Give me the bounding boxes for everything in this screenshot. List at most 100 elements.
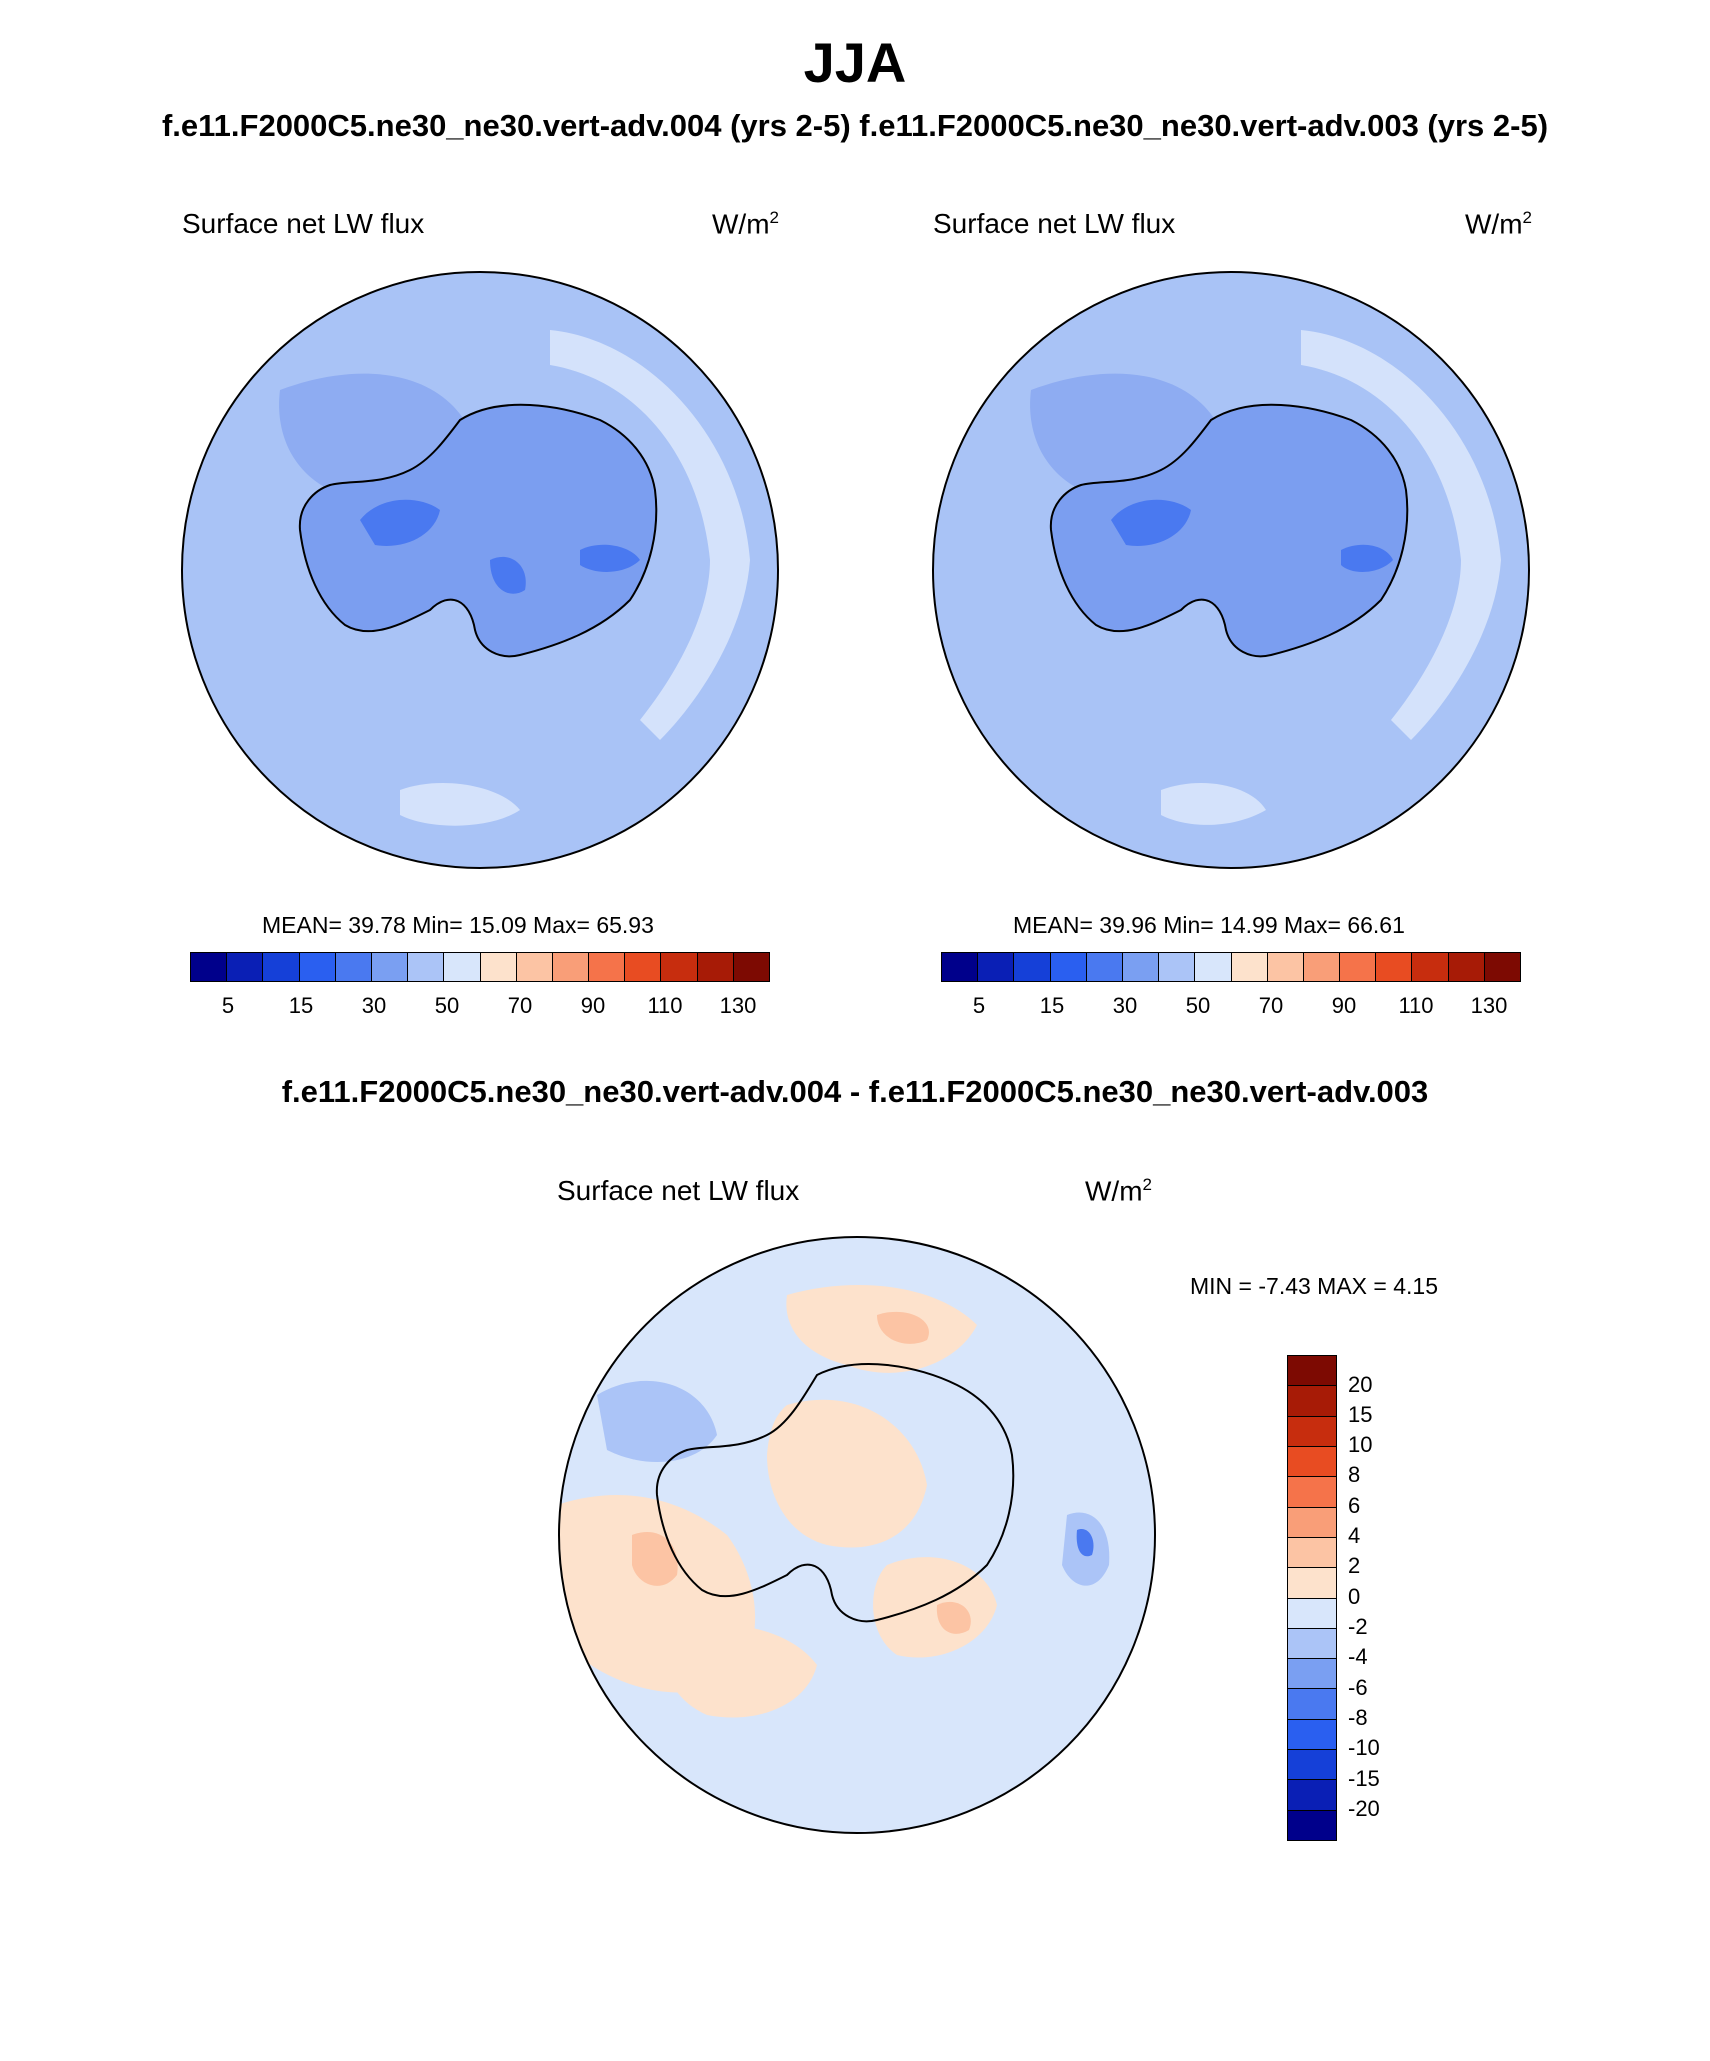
difference-negative-region <box>1076 1529 1094 1557</box>
colorbar-swatch <box>1412 953 1449 981</box>
colorbar-swatch <box>1288 1386 1336 1417</box>
panel2-colorbar-label: 5 <box>972 993 986 1018</box>
panel1-colorbar-label: 15 <box>288 993 314 1018</box>
colorbar-swatch <box>1288 1628 1336 1660</box>
panel2-colorbar-label: 15 <box>1039 993 1065 1018</box>
difference-colorbar-label: -6 <box>1348 1675 1368 1700</box>
panel1-dark-region <box>490 556 526 594</box>
colorbar-swatch <box>408 953 445 981</box>
colorbar-swatch <box>227 953 264 981</box>
panel2-light-patch <box>1161 782 1266 825</box>
colorbar-swatch <box>1288 1507 1336 1538</box>
panel1-colorbar-label: 30 <box>361 993 387 1018</box>
panel2-antarctica <box>1049 403 1409 658</box>
figure-subtitle: f.e11.F2000C5.ne30_ne30.vert-adv.004 (yr… <box>161 108 1549 143</box>
panel2-light-band <box>1301 330 1501 740</box>
panel2-colorbar-label: 130 <box>1470 993 1508 1018</box>
panel1-dark-region <box>580 544 640 572</box>
colorbar-swatch <box>1288 1689 1336 1720</box>
panel1-polar-map <box>181 271 779 869</box>
difference-antarctica <box>655 1363 1015 1623</box>
panel1-colorbar-label: 50 <box>434 993 460 1018</box>
panel2-dark-region <box>1341 544 1393 572</box>
colorbar-swatch <box>371 953 409 981</box>
difference-colorbar-label: 20 <box>1348 1372 1373 1397</box>
panel1-light-patch <box>400 782 520 826</box>
colorbar-swatch <box>1288 1659 1336 1690</box>
colorbar-swatch <box>335 953 372 981</box>
panel1-colorbar-label: 70 <box>507 993 533 1018</box>
difference-colorbar-label: 6 <box>1348 1493 1361 1518</box>
panel2-stats: MEAN= 39.96 Min= 14.99 Max= 66.61 <box>1013 912 1405 938</box>
difference-colorbar-label: -20 <box>1348 1796 1380 1821</box>
panel2-colorbar-label: 110 <box>1398 993 1434 1018</box>
colorbar-swatch <box>1288 1750 1336 1781</box>
colorbar-swatch <box>1288 1416 1336 1447</box>
colorbar-swatch <box>1159 953 1196 981</box>
colorbar-swatch <box>1267 953 1304 981</box>
colorbar-swatch <box>1448 953 1485 981</box>
difference-colorbar-label: -10 <box>1348 1735 1380 1760</box>
panel2-colorbar-label: 90 <box>1331 993 1357 1018</box>
panel1-colorbar-label: 110 <box>647 993 683 1018</box>
difference-stronger-positive <box>877 1311 929 1344</box>
panel2-colorbar-label: 50 <box>1185 993 1211 1018</box>
difference-colorbar-label: 10 <box>1348 1432 1373 1457</box>
difference-negative-region <box>597 1380 717 1462</box>
colorbar-swatch <box>1288 1356 1336 1387</box>
panel1-colorbar-label: 5 <box>221 993 235 1018</box>
colorbar-swatch <box>1288 1719 1336 1751</box>
difference-stats: MIN = -7.43 MAX = 4.15 <box>1190 1273 1439 1299</box>
panel2-field-label: Surface net LW flux <box>933 208 1176 239</box>
panel2-dark-region <box>1111 499 1191 546</box>
difference-colorbar-label: 4 <box>1348 1523 1361 1548</box>
difference-colorbar-label: 8 <box>1348 1462 1361 1487</box>
colorbar-swatch <box>1303 953 1341 981</box>
difference-stronger-positive <box>936 1601 971 1634</box>
colorbar-swatch <box>444 953 481 981</box>
panel1-colorbar-label: 130 <box>719 993 757 1018</box>
colorbar-swatch <box>1014 953 1051 981</box>
colorbar-swatch <box>589 953 626 981</box>
colorbar-swatch <box>942 953 979 981</box>
difference-colorbar-label: -4 <box>1348 1644 1368 1669</box>
colorbar-swatch <box>1484 953 1520 981</box>
difference-colorbar-label: 0 <box>1348 1584 1361 1609</box>
colorbar-swatch <box>1086 953 1123 981</box>
difference-polar-map <box>558 1236 1156 1834</box>
panel1-dark-region <box>360 499 440 546</box>
difference-colorbar-label: -15 <box>1348 1766 1380 1791</box>
colorbar-swatch <box>1288 1537 1336 1569</box>
difference-field-label: Surface net LW flux <box>557 1175 800 1206</box>
colorbar-swatch <box>516 953 553 981</box>
difference-stronger-positive <box>632 1531 678 1586</box>
colorbar-swatch <box>1288 1477 1336 1508</box>
panel2-colorbar <box>941 952 1521 982</box>
panel1-colorbar-label: 90 <box>580 993 606 1018</box>
colorbar-swatch <box>1288 1446 1336 1478</box>
difference-colorbar-label: -2 <box>1348 1614 1368 1639</box>
panel1-field-label: Surface net LW flux <box>182 208 425 239</box>
difference-colorbar-label: 15 <box>1348 1402 1373 1427</box>
colorbar-swatch <box>1288 1780 1336 1811</box>
colorbar-swatch <box>1231 953 1268 981</box>
colorbar-swatch <box>1050 953 1087 981</box>
colorbar-swatch <box>1288 1568 1336 1599</box>
panel1-colorbar <box>190 952 770 982</box>
colorbar-swatch <box>1376 953 1413 981</box>
colorbar-swatch <box>697 953 734 981</box>
difference-colorbar <box>1287 1355 1337 1841</box>
colorbar-swatch <box>263 953 300 981</box>
colorbar-swatch <box>1195 953 1232 981</box>
colorbar-swatch <box>1288 1598 1336 1629</box>
difference-positive-region <box>767 1399 927 1548</box>
difference-colorbar-label: 2 <box>1348 1553 1361 1578</box>
colorbar-swatch <box>552 953 590 981</box>
colorbar-swatch <box>299 953 336 981</box>
figure-title: JJA <box>803 31 907 94</box>
panel2-colorbar-label: 30 <box>1112 993 1138 1018</box>
colorbar-swatch <box>1340 953 1377 981</box>
panel1-antarctica <box>298 403 658 658</box>
panel2-polar-map <box>932 271 1530 869</box>
difference-title: f.e11.F2000C5.ne30_ne30.vert-adv.004 - f… <box>281 1074 1429 1109</box>
